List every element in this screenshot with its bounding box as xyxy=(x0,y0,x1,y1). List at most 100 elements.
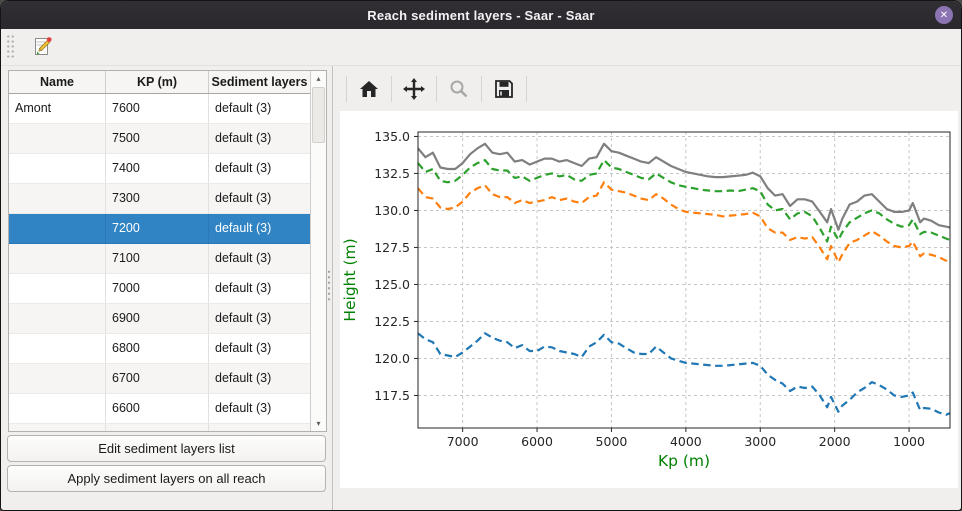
table-cell[interactable]: default (3) xyxy=(209,184,310,214)
table-scrollbar[interactable]: ▴ ▾ xyxy=(310,71,326,431)
x-axis-label: Kp (m) xyxy=(658,452,710,470)
zoom-icon xyxy=(450,80,468,97)
x-tick-label: 7000 xyxy=(447,434,479,449)
x-tick-label: 6000 xyxy=(521,434,553,449)
table-cell[interactable] xyxy=(9,214,106,244)
table-cell[interactable] xyxy=(9,304,106,334)
table-row[interactable]: 7500 default (3) xyxy=(9,124,310,154)
series-sediment-layer-2 xyxy=(417,181,951,265)
scroll-down-icon[interactable]: ▾ xyxy=(316,419,321,428)
table-cell[interactable]: default (3) xyxy=(209,394,310,424)
sediment-table[interactable]: Name KP (m) Sediment layers Amont 7600 def… xyxy=(8,70,327,432)
y-tick-label: 117.5 xyxy=(374,388,410,403)
home-icon xyxy=(360,80,378,97)
y-axis-label: Height (m) xyxy=(341,238,359,321)
table-row[interactable]: 7200 default (3) xyxy=(9,214,310,244)
table-cell[interactable]: default (3) xyxy=(209,334,310,364)
scroll-up-icon[interactable]: ▴ xyxy=(316,74,321,83)
sediment-table-panel: Name KP (m) Sediment layers Amont 7600 def… xyxy=(1,66,333,510)
table-cell xyxy=(9,424,106,431)
y-tick-label: 127.5 xyxy=(374,240,410,255)
table-cell[interactable] xyxy=(9,124,106,154)
table-cell[interactable]: Amont xyxy=(9,94,106,124)
table-cell[interactable] xyxy=(9,184,106,214)
column-header-layers[interactable]: Sediment layers xyxy=(211,75,308,89)
table-cell[interactable]: default (3) xyxy=(209,244,310,274)
table-row[interactable]: 7300 default (3) xyxy=(9,184,310,214)
table-cell[interactable]: 6800 xyxy=(106,334,209,364)
table-cell[interactable]: default (3) xyxy=(209,304,310,334)
x-tick-label: 1000 xyxy=(893,434,925,449)
column-header-name[interactable]: Name xyxy=(9,71,106,93)
table-row[interactable]: 6800 default (3) xyxy=(9,334,310,364)
table-row[interactable]: 6600 default (3) xyxy=(9,394,310,424)
panel-splitter-handle[interactable] xyxy=(326,269,332,301)
table-cell[interactable] xyxy=(9,334,106,364)
toolbar-separator xyxy=(481,75,482,102)
series-ground-level xyxy=(417,142,951,231)
y-tick-label: 125.0 xyxy=(374,277,410,292)
column-header-kp[interactable]: KP (m) xyxy=(106,71,209,93)
apply-sediment-layers-button[interactable]: Apply sediment layers on all reach xyxy=(7,465,326,492)
table-body: Amont 7600 default (3) 7500 default (3) 7400 d… xyxy=(9,94,310,431)
table-row[interactable]: 7100 default (3) xyxy=(9,244,310,274)
table-row[interactable]: 6900 default (3) xyxy=(9,304,310,334)
x-tick-label: 2000 xyxy=(819,434,851,449)
close-button[interactable]: ✕ xyxy=(935,6,953,24)
table-cell[interactable]: 6900 xyxy=(106,304,209,334)
table-cell[interactable]: 7000 xyxy=(106,274,209,304)
edit-sediment-layers-button[interactable] xyxy=(29,33,57,61)
table-cell[interactable]: default (3) xyxy=(209,124,310,154)
plot-spines xyxy=(417,131,951,429)
top-toolbar xyxy=(1,29,961,66)
table-cell[interactable] xyxy=(9,244,106,274)
titlebar[interactable]: Reach sediment layers - Saar - Saar ✕ xyxy=(1,1,961,29)
plot-panel: 117.5 120.0 122.5 125.0 127.5 130.0 132.5 135.0… xyxy=(333,66,961,510)
table-row[interactable]: 7000 default (3) xyxy=(9,274,310,304)
x-tick-label: 3000 xyxy=(744,434,776,449)
table-cell[interactable]: 7500 xyxy=(106,124,209,154)
table-cell[interactable]: 7100 xyxy=(106,244,209,274)
plot-canvas[interactable]: 117.5 120.0 122.5 125.0 127.5 130.0 132.5 135.0… xyxy=(340,111,958,488)
scrollbar-thumb[interactable] xyxy=(312,87,325,143)
close-icon: ✕ xyxy=(939,9,949,21)
table-cell[interactable] xyxy=(9,274,106,304)
pan-icon xyxy=(403,77,425,100)
home-button[interactable] xyxy=(354,74,384,104)
table-cell[interactable]: 6700 xyxy=(106,364,209,394)
table-cell[interactable]: 7300 xyxy=(106,184,209,214)
table-row[interactable]: 6700 default (3) xyxy=(9,364,310,394)
y-tick-label: 132.5 xyxy=(374,166,410,181)
series-sediment-layer-1 xyxy=(417,158,951,243)
y-tick-label: 120.0 xyxy=(374,351,410,366)
toolbar-drag-handle[interactable] xyxy=(6,34,15,60)
height-profile-chart: 117.5 120.0 122.5 125.0 127.5 130.0 132.5 135.0… xyxy=(341,129,951,470)
table-cell[interactable] xyxy=(9,364,106,394)
table-cell[interactable]: default (3) xyxy=(209,274,310,304)
y-tick-label: 122.5 xyxy=(374,314,410,329)
table-cell[interactable]: 7200 xyxy=(106,214,209,244)
table-cell xyxy=(106,424,209,431)
x-tick-label: 5000 xyxy=(596,434,628,449)
zoom-button[interactable] xyxy=(444,74,474,104)
table-cell[interactable]: default (3) xyxy=(209,154,310,184)
table-cell[interactable]: 7600 xyxy=(106,94,209,124)
table-cell[interactable]: default (3) xyxy=(209,214,310,244)
table-row-partial[interactable] xyxy=(9,424,310,431)
x-tick-label: 4000 xyxy=(670,434,702,449)
edit-sediment-layers-list-button[interactable]: Edit sediment layers list xyxy=(7,435,326,462)
pan-button[interactable] xyxy=(399,74,429,104)
table-cell[interactable]: default (3) xyxy=(209,364,310,394)
table-cell[interactable]: 7400 xyxy=(106,154,209,184)
table-cell[interactable] xyxy=(9,394,106,424)
table-row[interactable]: 7400 default (3) xyxy=(9,154,310,184)
table-cell[interactable] xyxy=(9,154,106,184)
edit-table-icon xyxy=(35,37,52,55)
table-cell[interactable]: 6600 xyxy=(106,394,209,424)
series-reach-bottom xyxy=(417,332,951,416)
table-row[interactable]: Amont 7600 default (3) xyxy=(9,94,310,124)
table-cell[interactable]: default (3) xyxy=(209,94,310,124)
toolbar-separator xyxy=(526,75,527,102)
save-button[interactable] xyxy=(489,74,519,104)
